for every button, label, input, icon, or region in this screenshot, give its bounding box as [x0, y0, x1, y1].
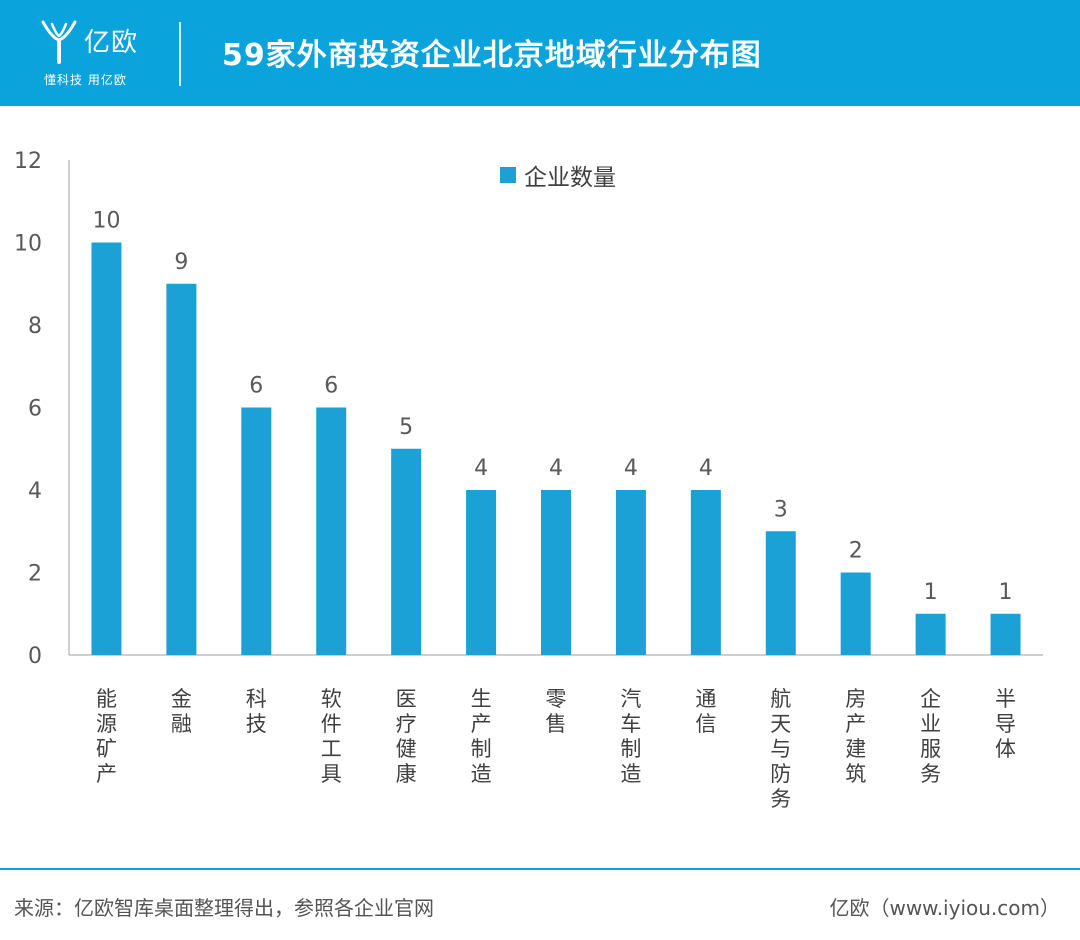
legend-swatch	[500, 167, 516, 183]
bar	[91, 242, 122, 655]
x-tick-label: 通信	[695, 687, 716, 736]
bar	[316, 407, 347, 655]
bar	[840, 572, 871, 655]
bar	[541, 490, 571, 655]
y-tick-label: 12	[14, 149, 42, 174]
x-tick-label: 生产制造	[471, 687, 492, 786]
x-tick-label: 零售	[546, 687, 567, 736]
x-tick-label: 软件工具	[321, 687, 342, 786]
x-tick-label: 半导体	[995, 687, 1016, 761]
bar-value-label: 4	[549, 456, 563, 481]
x-tick-label: 医疗健康	[396, 687, 417, 786]
bar-value-label: 5	[399, 415, 413, 440]
brand-logo-icon	[41, 20, 77, 64]
bar-value-label: 2	[849, 539, 863, 564]
y-tick-label: 10	[14, 232, 42, 257]
bar	[915, 613, 946, 655]
bar	[690, 490, 721, 655]
bar-value-label: 6	[324, 374, 338, 399]
bar	[765, 531, 796, 655]
y-tick-label: 4	[28, 479, 42, 504]
x-tick-label: 汽车制造	[620, 687, 641, 786]
header-divider	[179, 22, 181, 86]
bar-value-label: 10	[92, 209, 120, 234]
bar	[990, 613, 1021, 655]
bar-value-label: 4	[699, 456, 713, 481]
footer-divider	[0, 868, 1080, 870]
bar-value-label: 4	[624, 456, 638, 481]
bar-value-label: 4	[474, 456, 488, 481]
bar-chart: 024681012企业数量10能源矿产9金融6科技6软件工具5医疗健康4生产制造…	[14, 149, 1043, 811]
bar-value-label: 1	[924, 580, 938, 605]
bar	[241, 407, 272, 655]
y-tick-label: 2	[28, 562, 42, 587]
bar	[166, 283, 197, 655]
x-tick-label: 能源矿产	[96, 687, 117, 786]
brand-slogan: 懂科技 用亿欧	[44, 73, 127, 87]
x-tick-label: 房产建筑	[845, 687, 866, 786]
bar-value-label: 6	[249, 374, 263, 399]
bar-value-label: 3	[774, 497, 788, 522]
bar	[615, 490, 646, 655]
y-tick-label: 0	[28, 644, 42, 669]
legend-label: 企业数量	[524, 165, 616, 191]
x-tick-label: 企业服务	[920, 687, 941, 786]
site-credit: 亿欧（www.iyiou.com）	[829, 896, 1060, 920]
source-note: 来源：亿欧智库桌面整理得出，参照各企业官网	[14, 896, 434, 920]
y-tick-label: 6	[28, 397, 42, 422]
page-title: 59家外商投资企业北京地域行业分布图	[222, 38, 762, 73]
bar	[391, 448, 422, 655]
bar-value-label: 9	[174, 250, 188, 275]
x-tick-label: 航天与防务	[770, 687, 791, 811]
bar	[466, 490, 497, 655]
bar-value-label: 1	[999, 580, 1013, 605]
y-tick-label: 8	[28, 314, 42, 339]
x-tick-label: 科技	[246, 687, 267, 736]
x-tick-label: 金融	[171, 687, 192, 736]
brand-name: 亿欧	[84, 28, 139, 58]
brand-logo[interactable]: 亿欧 懂科技 用亿欧	[40, 16, 150, 92]
header-banner: 亿欧 懂科技 用亿欧 59家外商投资企业北京地域行业分布图	[0, 0, 1080, 106]
